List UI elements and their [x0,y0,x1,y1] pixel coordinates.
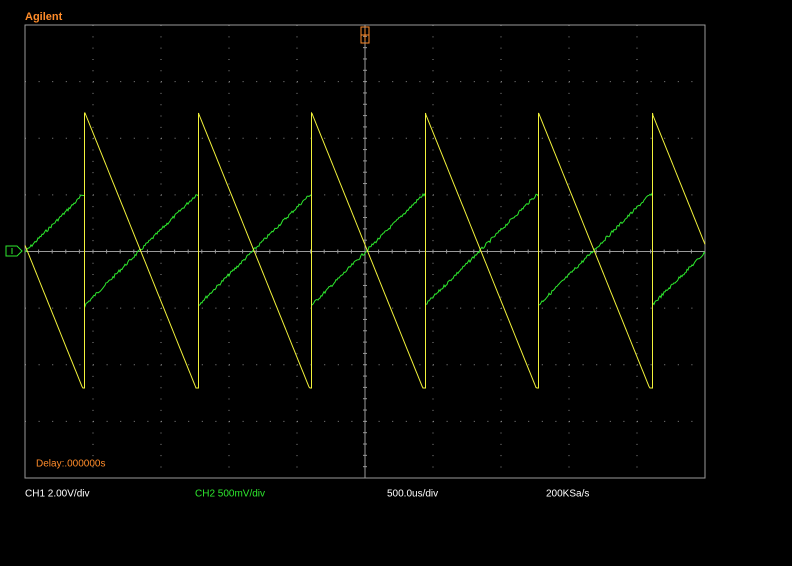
channel-1-marker [5,245,23,257]
ch2-scale: CH2 500mV/div [195,489,265,500]
trigger-marker [360,26,370,44]
channel-2-trace [24,192,706,308]
sample-rate: 200KSa/s [546,489,589,500]
delay-readout: Delay:.000000s [36,459,106,470]
ch1-scale: CH1 2.00V/div [25,489,89,500]
brand: Agilent [25,11,63,23]
timebase: 500.0us/div [387,489,438,500]
graticule [24,24,706,479]
channel-1-trace [24,111,706,389]
waveforms [24,111,706,389]
